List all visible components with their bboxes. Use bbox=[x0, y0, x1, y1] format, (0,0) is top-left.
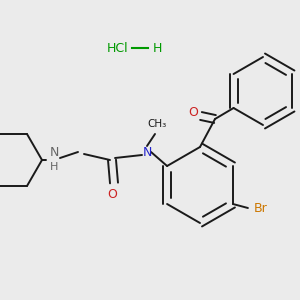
Text: H: H bbox=[152, 41, 162, 55]
Text: O: O bbox=[188, 106, 198, 118]
Text: CH₃: CH₃ bbox=[147, 119, 167, 129]
Text: HCl: HCl bbox=[107, 41, 129, 55]
Text: N: N bbox=[49, 146, 59, 158]
Text: N: N bbox=[142, 146, 152, 158]
Text: O: O bbox=[107, 188, 117, 200]
Text: Br: Br bbox=[254, 202, 268, 215]
Text: H: H bbox=[50, 162, 58, 172]
